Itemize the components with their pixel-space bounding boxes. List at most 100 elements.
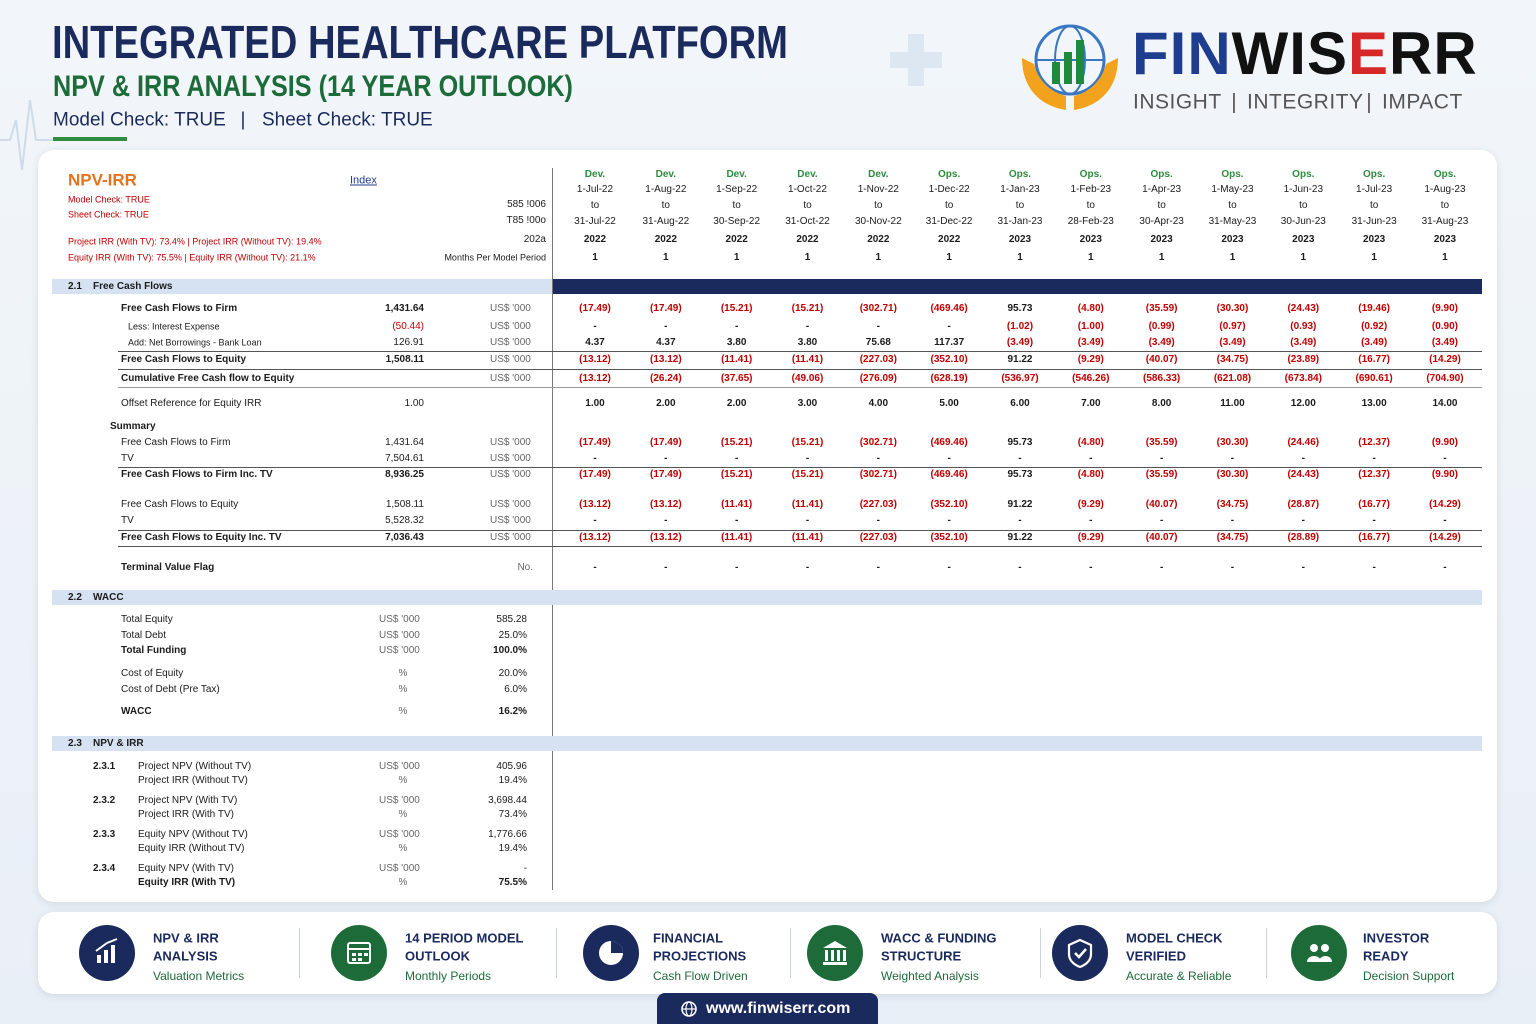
logo-text: E [1347, 20, 1390, 87]
column-year: 2023 [1079, 234, 1102, 245]
cross-decoration [890, 34, 942, 86]
feature-title: 14 PERIOD MODEL [405, 930, 524, 946]
cell-value: 6.00 [1010, 398, 1030, 409]
wacc-value: 20.0% [498, 668, 527, 679]
header-label: Months Per Model Period [444, 252, 546, 263]
cell-value: (586.33) [1143, 373, 1181, 384]
section-number: 2.1 [68, 281, 82, 292]
feature-title: MODEL CHECK [1126, 930, 1223, 946]
row-total: (50.44) [392, 321, 424, 332]
cell-value: (17.49) [649, 303, 682, 314]
column-phase: Dev. [584, 169, 606, 180]
column-year: 2022 [725, 234, 748, 245]
cell-value: (40.07) [1145, 354, 1178, 365]
cell-value: (469.46) [930, 469, 968, 480]
item-number: 2.3.2 [93, 795, 116, 806]
column-months: 1 [946, 252, 952, 263]
cell-value: (0.97) [1219, 321, 1246, 332]
column-to: to [944, 200, 954, 211]
column-start: 1-Sep-22 [716, 184, 758, 195]
cell-value: (34.75) [1216, 532, 1249, 543]
cell-value: (11.41) [791, 354, 824, 365]
section-number: 2.3 [68, 738, 82, 749]
cell-value: (19.46) [1358, 303, 1390, 314]
column-year: 2023 [1221, 234, 1244, 245]
cell-value: - [1159, 562, 1164, 573]
header-label: 585 !006 [507, 199, 546, 210]
cell-value: (24.43) [1287, 303, 1320, 314]
row-total: 1,508.11 [385, 354, 424, 365]
cell-value: (16.77) [1358, 354, 1390, 365]
row-total: 1,431.64 [385, 437, 424, 448]
cell-value: (40.07) [1145, 499, 1178, 510]
row-total: 5,528.32 [385, 515, 424, 526]
row-label: Free Cash Flows to Firm [121, 437, 231, 448]
item-value: 73.4% [498, 809, 527, 820]
cell-value: (23.89) [1287, 354, 1320, 365]
row-label: Free Cash Flows to Firm [121, 303, 238, 314]
column-start: 1-Jul-23 [1356, 184, 1393, 195]
column-months: 1 [1442, 252, 1448, 263]
cell-value: 12.00 [1290, 398, 1316, 409]
column-year: 2022 [796, 234, 819, 245]
feature-subtitle: Decision Support [1363, 969, 1455, 983]
cell-value: - [876, 515, 880, 526]
row-label: TV [121, 515, 134, 526]
item-label: Project NPV (Without TV) [138, 761, 252, 772]
wacc-label: Cost of Debt (Pre Tax) [121, 684, 220, 695]
cell-value: (9.90) [1431, 437, 1459, 448]
feature-divider [1266, 928, 1267, 978]
cell-value: 91.22 [1007, 354, 1033, 365]
column-months: 1 [1158, 252, 1165, 263]
cell-value: (227.03) [859, 532, 897, 543]
cell-value: (35.59) [1145, 303, 1178, 314]
section-title: Free Cash Flows [93, 281, 173, 292]
column-phase: Ops. [1292, 169, 1315, 180]
cell-value: - [593, 515, 597, 526]
cell-value: - [947, 562, 951, 573]
column-months: 1 [1017, 252, 1023, 263]
cell-value: (0.90) [1431, 321, 1459, 332]
column-end: 30-Sep-22 [713, 216, 761, 227]
row-total: 8,936.25 [385, 469, 424, 480]
cell-value: (17.49) [579, 303, 611, 314]
column-phase: Ops. [1008, 169, 1032, 180]
cell-value: (35.59) [1145, 437, 1178, 448]
logo-text: WIS [1231, 20, 1348, 87]
column-to: to [661, 200, 670, 211]
cell-value: (673.84) [1284, 373, 1322, 384]
cell-value: 4.00 [868, 398, 889, 409]
globe-icon [681, 1001, 697, 1017]
column-year: 2022 [583, 234, 607, 245]
cell-value: - [947, 515, 951, 526]
row-label: Free Cash Flows to Equity Inc. TV [121, 532, 282, 543]
column-to: to [1369, 200, 1379, 211]
row-label: TV [121, 453, 134, 464]
logo-text: RR [1389, 20, 1478, 87]
column-end: 28-Feb-23 [1067, 216, 1114, 227]
column-end: 30-Nov-22 [854, 216, 902, 227]
wacc-label: Total Debt [121, 630, 167, 641]
item-label: Project NPV (With TV) [138, 795, 238, 806]
feature-icon [79, 925, 135, 981]
column-year: 2023 [1363, 234, 1386, 245]
cell-value: - [1089, 562, 1093, 573]
column-start: 1-Aug-23 [1424, 184, 1466, 195]
feature-title: ANALYSIS [153, 948, 218, 964]
feature-divider [556, 928, 557, 978]
features-card [38, 912, 1497, 994]
cell-value: (16.77) [1358, 499, 1390, 510]
website-link[interactable]: www.finwiserr.com [706, 1000, 851, 1017]
page-title: INTEGRATED HEALTHCARE PLATFORM [52, 16, 788, 68]
row-rule [118, 467, 1482, 468]
feature-title: FINANCIAL [653, 930, 724, 946]
cell-value: - [805, 515, 810, 526]
cell-value: (536.97) [1001, 373, 1039, 384]
index-link[interactable]: Index [350, 174, 377, 187]
cell-value: (37.65) [720, 373, 753, 384]
cell-value: - [593, 562, 597, 573]
item-unit: % [398, 877, 408, 888]
cell-value: - [1089, 453, 1093, 464]
cell-value: (690.61) [1355, 373, 1393, 384]
cell-value: 95.73 [1007, 437, 1033, 448]
